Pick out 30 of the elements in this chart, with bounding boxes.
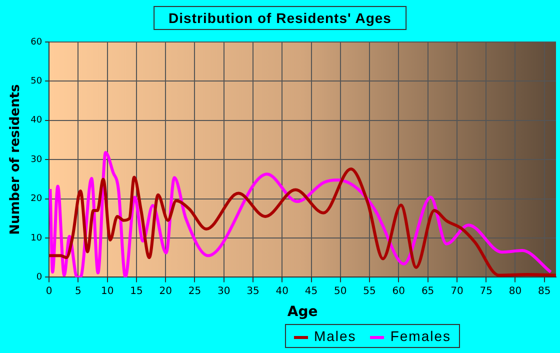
y-tick-label: 40 — [30, 116, 42, 126]
x-tick-label: 0 — [46, 286, 52, 297]
x-tick-label: 50 — [334, 286, 347, 297]
x-tick-label: 40 — [276, 286, 288, 297]
y-tick-label: 60 — [30, 37, 42, 48]
x-tick-label: 85 — [538, 286, 551, 297]
x-tick-label: 65 — [421, 286, 434, 297]
y-axis-title: Number of residents — [8, 84, 24, 235]
x-tick-label: 60 — [392, 286, 406, 297]
chart-title: Distribution of Residents' Ages — [154, 6, 406, 30]
x-tick-label: 30 — [217, 286, 230, 297]
legend-label: Females — [389, 328, 451, 344]
legend-label: Males — [312, 328, 356, 344]
x-tick-label: 75 — [480, 286, 492, 297]
x-axis-title: Age — [287, 304, 318, 320]
x-tick-label: 70 — [450, 286, 464, 297]
y-tick-label: 50 — [30, 76, 42, 87]
x-tick-label: 80 — [508, 286, 522, 297]
y-tick-label: 0 — [36, 272, 42, 283]
x-tick-label: 55 — [363, 286, 376, 297]
x-tick-label: 35 — [246, 286, 260, 297]
y-tick-label: 30 — [30, 154, 42, 165]
x-tick-label: 15 — [130, 286, 143, 297]
y-tick-label: 20 — [30, 194, 42, 204]
x-tick-label: 25 — [188, 286, 202, 297]
x-tick-label: 45 — [304, 286, 318, 297]
x-tick-label: 5 — [75, 286, 82, 297]
x-tick-label: 20 — [159, 286, 172, 297]
x-tick-label: 10 — [100, 286, 114, 297]
y-tick-label: 10 — [30, 233, 42, 244]
